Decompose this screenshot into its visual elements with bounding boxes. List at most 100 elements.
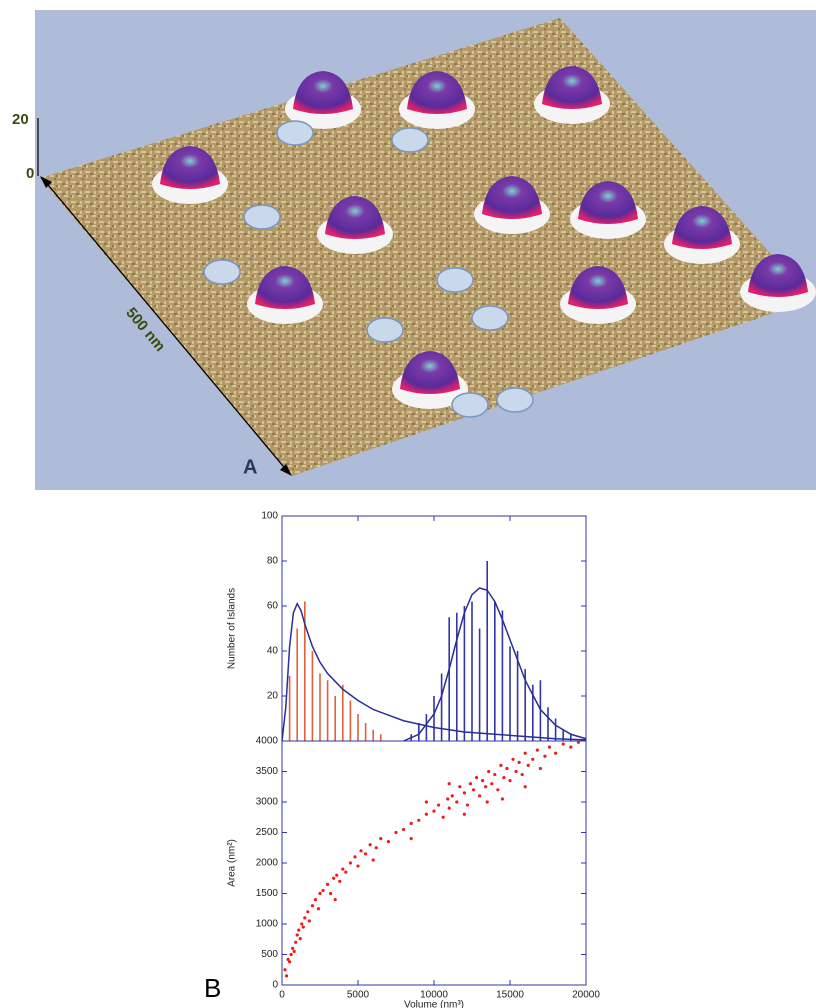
data-point (335, 873, 339, 877)
data-point (417, 818, 421, 822)
data-point (283, 968, 287, 972)
small-island (243, 204, 281, 230)
histogram-bar (319, 673, 321, 741)
data-point (511, 757, 515, 761)
data-point (286, 957, 290, 961)
islands (152, 66, 816, 418)
small-island (391, 127, 429, 153)
data-point (478, 794, 482, 798)
island (325, 196, 385, 239)
x-tick-label: 15000 (496, 990, 524, 1001)
data-point (295, 933, 299, 937)
y-tick-label: 3000 (256, 797, 279, 808)
island (400, 351, 460, 394)
data-point (569, 745, 573, 749)
y-tick-label: 2500 (256, 827, 279, 838)
data-point (547, 745, 552, 749)
data-point (333, 898, 337, 902)
data-point (368, 843, 372, 847)
data-point (508, 779, 512, 783)
data-point (517, 760, 521, 764)
small-island (203, 259, 241, 285)
y-tick-label: 80 (267, 556, 279, 567)
data-point (450, 794, 454, 798)
island (293, 71, 353, 114)
y-tick-label: 0 (272, 980, 278, 991)
data-point (321, 888, 325, 893)
data-point (303, 916, 307, 920)
data-point (386, 840, 390, 844)
data-point (332, 876, 336, 880)
chart-b: 20 40 60 80 100 Number of Islands 0 500 1000 1500… (227, 511, 601, 1008)
data-point (538, 766, 543, 771)
data-point (348, 861, 352, 865)
data-point (394, 830, 398, 835)
y-tick-label: 20 (267, 691, 279, 702)
data-point (292, 949, 296, 954)
island (578, 181, 638, 224)
histogram-bar (311, 651, 314, 741)
island (568, 266, 628, 309)
data-point (432, 809, 436, 813)
data-point (481, 779, 485, 783)
island (407, 71, 467, 114)
data-point (294, 940, 298, 944)
data-point (374, 846, 378, 850)
histogram-bar (334, 696, 336, 741)
data-point (441, 815, 445, 819)
island (160, 146, 220, 189)
z-label: 0 (26, 165, 34, 182)
plot-frame (281, 740, 587, 986)
data-point (326, 882, 330, 886)
histogram-bar (364, 723, 367, 741)
data-point (364, 852, 368, 856)
data-point (502, 776, 506, 780)
data-point (338, 879, 342, 883)
x-tick-label: 20000 (572, 990, 600, 1001)
data-point (465, 803, 470, 807)
panel-label: A (243, 456, 257, 478)
data-point (471, 788, 476, 792)
data-point (499, 763, 503, 768)
data-point (298, 937, 302, 941)
y-tick-label: 40 (267, 646, 279, 657)
histogram-bar (524, 669, 526, 741)
data-point (310, 904, 314, 908)
arrow-head (40, 176, 52, 188)
data-point (535, 748, 539, 752)
y-axis-label: Area (nm²) (227, 839, 238, 887)
histogram-bar (562, 729, 564, 741)
histogram-bar (478, 628, 481, 741)
small-island (436, 267, 474, 293)
data-point (485, 800, 489, 804)
data-point (288, 960, 292, 964)
histogram-bar (463, 606, 466, 741)
histogram-bar (425, 714, 428, 741)
data-point (424, 800, 428, 804)
data-point (284, 974, 289, 978)
data-point (462, 791, 466, 795)
data-point (371, 858, 375, 862)
data-point (493, 772, 497, 777)
island (542, 66, 602, 109)
histogram-bar (296, 628, 298, 741)
data-point (531, 757, 535, 761)
x-tick-label: 5000 (347, 990, 370, 1001)
data-point (341, 867, 345, 871)
data-point (409, 837, 413, 841)
data-point (496, 788, 500, 792)
histogram-bar (486, 561, 488, 741)
small-island (471, 305, 509, 331)
y-tick-label: 2000 (256, 858, 279, 869)
histogram-bar (288, 675, 291, 741)
histogram-bar (372, 729, 374, 741)
histogram-bar (418, 723, 420, 741)
small-island (276, 120, 314, 146)
data-point (409, 821, 413, 825)
histogram-bar (342, 684, 344, 741)
data-point (468, 782, 473, 786)
small-island (451, 392, 489, 418)
data-point (523, 785, 527, 789)
y-tick-label: 4000 (256, 736, 279, 747)
